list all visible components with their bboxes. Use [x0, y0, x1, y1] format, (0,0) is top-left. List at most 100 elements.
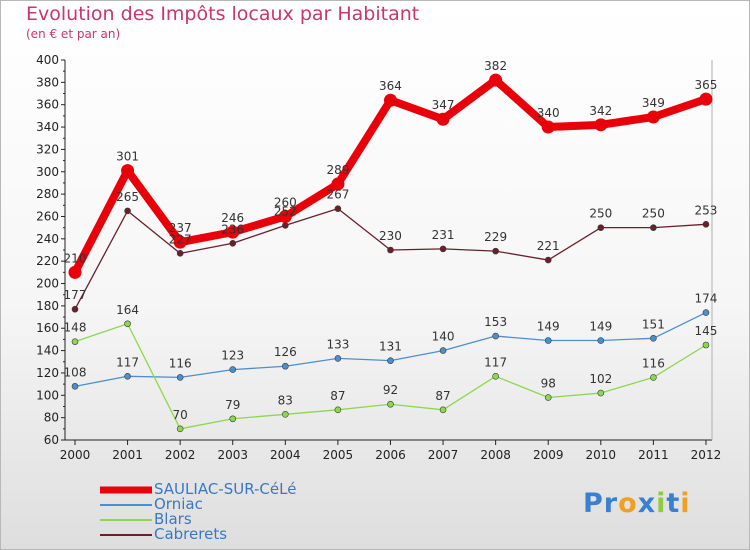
chart-series — [68, 73, 713, 433]
data-label: 364 — [379, 79, 402, 93]
y-tick-label: 300 — [36, 165, 59, 179]
brand-letter: r — [603, 488, 619, 519]
x-tick-label: 2000 — [60, 448, 91, 462]
x-tick-label: 2002 — [165, 448, 196, 462]
data-label: 177 — [64, 288, 87, 302]
data-label: 289 — [326, 163, 349, 177]
data-label: 382 — [484, 59, 507, 73]
y-tick-label: 360 — [36, 98, 59, 112]
data-point — [387, 246, 394, 254]
data-label: 221 — [537, 239, 560, 253]
data-label: 153 — [484, 315, 507, 329]
y-tick-label: 220 — [36, 254, 59, 268]
data-label: 87 — [435, 389, 450, 403]
data-label: 98 — [541, 377, 556, 391]
data-point — [489, 73, 503, 87]
data-label: 246 — [221, 211, 244, 225]
y-tick-label: 240 — [36, 232, 59, 246]
data-point — [544, 256, 552, 264]
y-tick-label: 400 — [36, 53, 59, 67]
legend-label: Blars — [154, 510, 192, 528]
legend-label: Orniac — [154, 495, 203, 513]
data-point — [68, 265, 82, 279]
y-tick-label: 380 — [36, 75, 59, 89]
y-tick-label: 280 — [36, 187, 59, 201]
brand-letter: o — [618, 488, 638, 519]
legend-swatch — [100, 503, 152, 506]
x-tick-label: 2011 — [638, 448, 669, 462]
brand-letter: i — [656, 488, 667, 519]
data-label: 252 — [274, 204, 297, 218]
data-point — [229, 415, 237, 423]
data-point — [383, 93, 397, 107]
data-label: 365 — [695, 78, 718, 92]
data-label: 123 — [221, 349, 244, 363]
data-point — [702, 341, 710, 349]
brand-letter: P — [583, 488, 604, 519]
data-point — [387, 357, 394, 364]
y-tick-label: 320 — [36, 142, 59, 156]
data-point — [650, 224, 657, 231]
data-label: 342 — [589, 104, 612, 118]
data-label: 236 — [221, 222, 244, 236]
data-point — [334, 406, 342, 414]
brand-letter: t — [666, 488, 681, 519]
data-label: 301 — [116, 150, 139, 164]
data-point — [439, 406, 447, 414]
chart-legend: SAULIAC-SUR-CéLé Orniac Blars Cabrerets — [100, 480, 360, 543]
y-tick-label: 80 — [44, 411, 59, 425]
data-label: 79 — [225, 398, 240, 412]
data-point — [544, 337, 552, 344]
data-label: 230 — [379, 229, 402, 243]
data-label: 265 — [116, 190, 139, 204]
x-tick-label: 2008 — [480, 448, 511, 462]
data-point — [282, 362, 289, 370]
data-label: 70 — [173, 408, 188, 422]
data-point — [439, 347, 447, 354]
data-label: 260 — [274, 195, 297, 209]
y-tick-label: 160 — [36, 321, 59, 335]
data-point — [699, 92, 713, 106]
legend-item: Blars — [100, 510, 360, 528]
data-label: 253 — [695, 203, 718, 217]
x-tick-label: 2012 — [691, 448, 722, 462]
data-label: 116 — [169, 356, 192, 370]
legend-item: SAULIAC-SUR-CéLé — [100, 480, 360, 498]
legend-swatch — [100, 518, 152, 521]
data-point — [650, 374, 657, 381]
data-point — [226, 225, 240, 239]
data-point — [492, 247, 499, 255]
data-label: 164 — [116, 303, 139, 317]
data-point — [597, 224, 605, 231]
data-point — [544, 394, 552, 401]
data-label: 133 — [326, 337, 349, 351]
data-point — [176, 374, 184, 381]
data-point — [124, 320, 131, 328]
chart-subtitle: (en € et par an) — [26, 27, 121, 41]
brand-letter: i — [680, 488, 691, 519]
data-point — [173, 235, 187, 249]
data-label: 140 — [432, 330, 455, 344]
legend-swatch — [100, 486, 152, 493]
chart-title: Evolution des Impôts locaux par Habitant — [26, 3, 420, 25]
data-label: 117 — [484, 355, 507, 369]
data-point — [71, 338, 79, 345]
data-label: 102 — [589, 372, 612, 386]
y-tick-label: 180 — [36, 299, 59, 313]
data-point — [124, 207, 131, 215]
data-point — [702, 220, 710, 228]
data-point — [71, 383, 79, 390]
data-label: 267 — [326, 188, 349, 202]
data-point — [71, 305, 79, 313]
data-label: 210 — [64, 251, 87, 265]
data-point — [121, 164, 135, 178]
data-label: 116 — [642, 356, 665, 370]
data-point — [176, 250, 184, 257]
y-tick-label: 200 — [36, 277, 59, 291]
data-point — [597, 389, 605, 397]
x-tick-label: 2006 — [375, 448, 406, 462]
data-point — [278, 209, 292, 223]
data-point — [650, 334, 657, 342]
data-label: 145 — [695, 324, 718, 338]
data-point — [282, 222, 289, 229]
